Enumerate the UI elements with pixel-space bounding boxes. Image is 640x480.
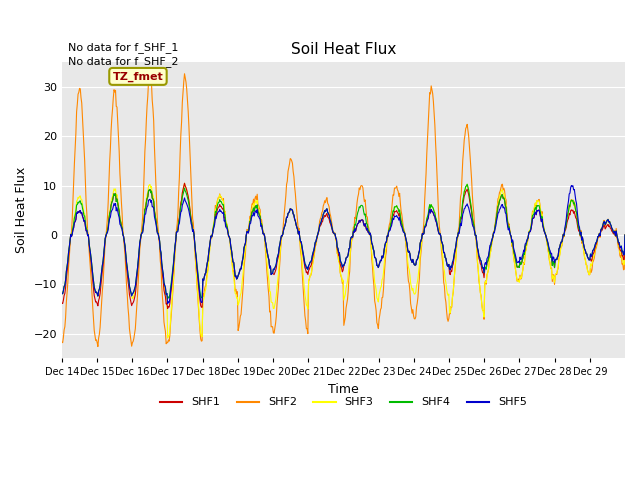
SHF1 <box>435 229 442 235</box>
SHF4 <box>621 232 629 238</box>
SHF2 <box>403 255 411 261</box>
Text: TZ_fmet: TZ_fmet <box>113 71 163 82</box>
Line: SHF4: SHF4 <box>62 184 625 299</box>
SHF2 <box>180 71 188 77</box>
SHF3 <box>257 219 265 225</box>
SHF3 <box>180 180 188 186</box>
Legend: SHF1, SHF2, SHF3, SHF4, SHF5: SHF1, SHF2, SHF3, SHF4, SHF5 <box>156 393 531 412</box>
SHF1 <box>180 180 188 186</box>
SHF3 <box>278 233 286 239</box>
SHF3 <box>403 249 411 254</box>
SHF5 <box>228 253 236 259</box>
X-axis label: Time: Time <box>328 383 359 396</box>
SHF1 <box>229 259 237 265</box>
SHF4 <box>463 181 471 187</box>
SHF1 <box>124 278 132 284</box>
SHF2 <box>257 218 265 224</box>
SHF4 <box>164 296 172 301</box>
SHF5 <box>278 233 285 239</box>
Line: SHF1: SHF1 <box>62 183 625 309</box>
SHF1 <box>403 240 411 246</box>
SHF2 <box>94 344 102 349</box>
SHF1 <box>58 300 66 306</box>
SHF4 <box>434 224 442 230</box>
SHF5 <box>568 183 575 189</box>
SHF4 <box>58 290 66 296</box>
SHF5 <box>164 300 172 306</box>
SHF3 <box>124 272 132 277</box>
SHF5 <box>403 238 410 243</box>
SHF4 <box>256 214 264 219</box>
SHF3 <box>229 271 237 276</box>
SHF5 <box>58 290 66 296</box>
SHF2 <box>58 339 66 345</box>
Line: SHF5: SHF5 <box>62 186 625 303</box>
SHF3 <box>58 290 66 296</box>
SHF3 <box>435 228 442 234</box>
SHF2 <box>125 313 132 319</box>
SHF2 <box>435 210 442 216</box>
SHF4 <box>403 238 410 243</box>
SHF1 <box>257 221 265 227</box>
Text: No data for f_SHF_2: No data for f_SHF_2 <box>68 57 178 67</box>
SHF4 <box>124 272 132 277</box>
Line: SHF3: SHF3 <box>62 183 625 338</box>
Title: Soil Heat Flux: Soil Heat Flux <box>291 42 396 57</box>
SHF3 <box>621 232 629 238</box>
SHF5 <box>621 232 629 238</box>
SHF2 <box>621 232 629 238</box>
Text: No data for f_SHF_1: No data for f_SHF_1 <box>68 42 178 53</box>
SHF5 <box>124 272 132 277</box>
SHF3 <box>164 335 172 341</box>
SHF4 <box>228 253 236 259</box>
SHF5 <box>256 216 264 222</box>
SHF5 <box>434 226 442 231</box>
SHF2 <box>278 233 286 239</box>
SHF4 <box>278 233 285 239</box>
SHF1 <box>621 232 629 238</box>
Y-axis label: Soil Heat Flux: Soil Heat Flux <box>15 167 28 253</box>
SHF2 <box>229 268 237 274</box>
SHF1 <box>164 306 172 312</box>
Line: SHF2: SHF2 <box>62 74 625 347</box>
SHF1 <box>278 233 286 239</box>
